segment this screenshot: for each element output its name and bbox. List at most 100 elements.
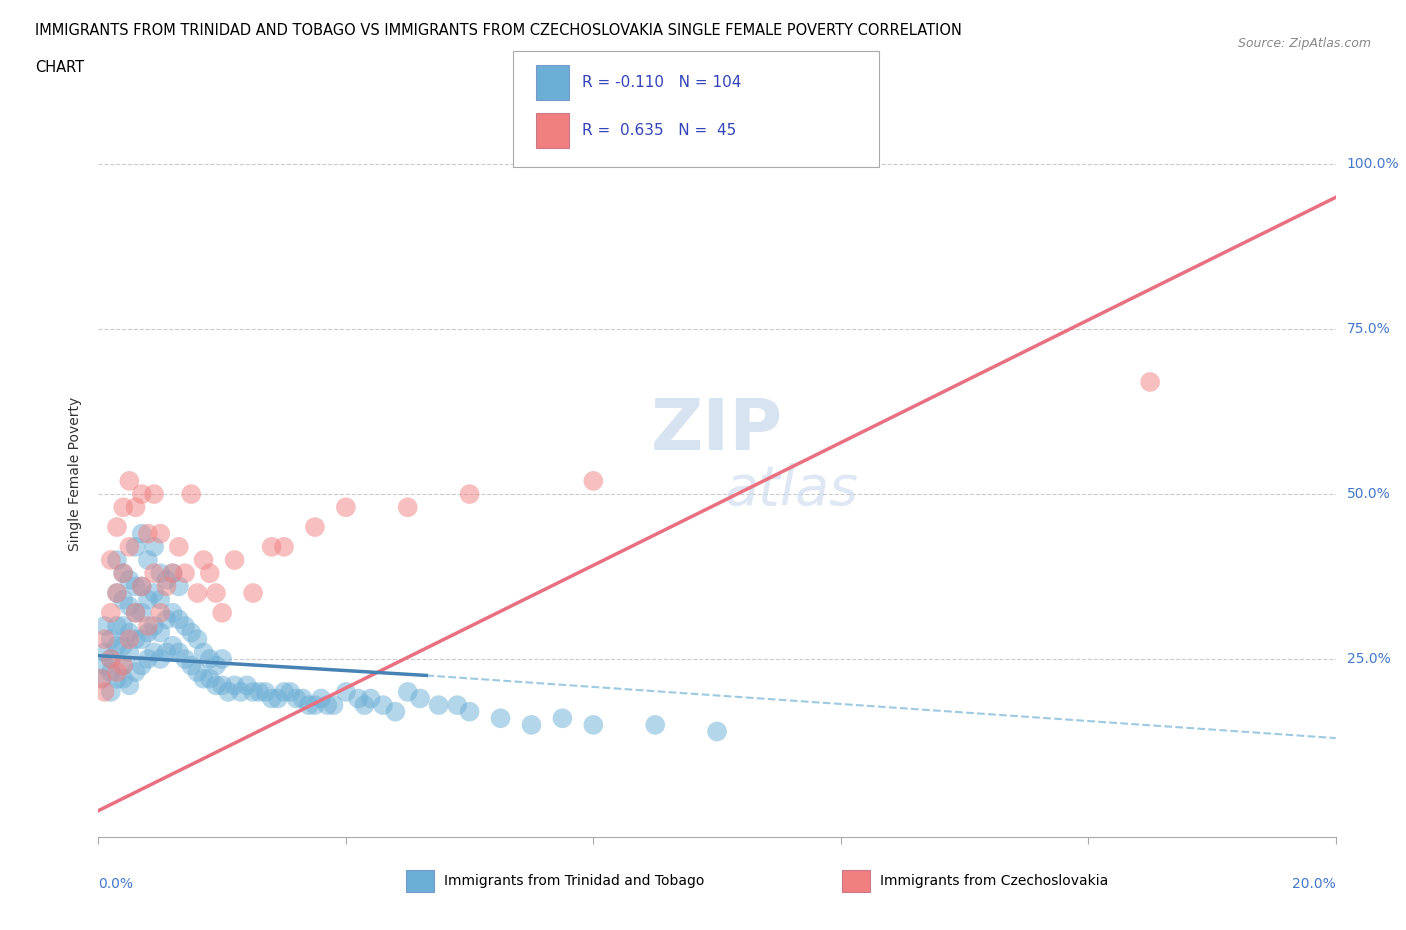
Point — [335, 684, 357, 699]
Point — [143, 565, 166, 580]
Point — [322, 698, 344, 712]
Point — [551, 711, 574, 725]
Point — [112, 658, 135, 673]
Text: 50.0%: 50.0% — [1347, 487, 1391, 501]
Point — [124, 499, 146, 514]
Point — [112, 658, 135, 673]
Point — [93, 618, 115, 633]
Point — [520, 717, 543, 732]
Point — [205, 678, 228, 693]
Point — [100, 552, 122, 567]
Point — [198, 671, 221, 686]
Point — [131, 526, 153, 541]
Point — [131, 605, 153, 620]
Point — [149, 592, 172, 607]
Point — [124, 665, 146, 680]
Point — [309, 691, 332, 706]
Point — [124, 605, 146, 620]
Point — [644, 717, 666, 732]
Point — [211, 605, 233, 620]
Point — [167, 539, 190, 554]
Point — [149, 652, 172, 667]
Point — [174, 565, 197, 580]
Point — [254, 684, 277, 699]
Point — [489, 711, 512, 725]
Y-axis label: Single Female Poverty: Single Female Poverty — [69, 397, 83, 551]
Point — [396, 684, 419, 699]
Text: 25.0%: 25.0% — [1347, 652, 1391, 666]
Point — [316, 698, 339, 712]
Point — [136, 618, 159, 633]
Point — [224, 678, 246, 693]
Point — [347, 691, 370, 706]
Point — [149, 526, 172, 541]
Text: atlas: atlas — [724, 462, 858, 515]
Point — [174, 652, 197, 667]
Point — [131, 631, 153, 646]
Point — [105, 586, 128, 601]
Point — [143, 586, 166, 601]
Point — [112, 592, 135, 607]
Point — [118, 599, 141, 614]
Point — [198, 565, 221, 580]
Point — [162, 565, 184, 580]
Point — [118, 539, 141, 554]
Point — [100, 665, 122, 680]
Point — [186, 631, 208, 646]
Point — [112, 565, 135, 580]
Point — [273, 539, 295, 554]
Text: IMMIGRANTS FROM TRINIDAD AND TOBAGO VS IMMIGRANTS FROM CZECHOSLOVAKIA SINGLE FEM: IMMIGRANTS FROM TRINIDAD AND TOBAGO VS I… — [35, 23, 962, 38]
Point — [105, 552, 128, 567]
Point — [155, 644, 177, 659]
Point — [136, 625, 159, 640]
Point — [100, 631, 122, 646]
Point — [93, 631, 115, 646]
Point — [291, 691, 314, 706]
Point — [180, 658, 202, 673]
Point — [193, 552, 215, 567]
Point — [136, 552, 159, 567]
Point — [124, 631, 146, 646]
Point — [155, 572, 177, 587]
Point — [198, 652, 221, 667]
Point — [335, 499, 357, 514]
Point — [242, 684, 264, 699]
Point — [162, 605, 184, 620]
Point — [193, 671, 215, 686]
Point — [180, 486, 202, 501]
Text: R =  0.635   N =  45: R = 0.635 N = 45 — [582, 123, 737, 138]
Point — [143, 618, 166, 633]
Text: 75.0%: 75.0% — [1347, 322, 1391, 337]
Point — [211, 652, 233, 667]
Point — [131, 579, 153, 594]
Point — [167, 579, 190, 594]
Point — [100, 652, 122, 667]
Text: ZIP: ZIP — [651, 396, 783, 465]
Text: CHART: CHART — [35, 60, 84, 75]
Point — [136, 526, 159, 541]
Point — [105, 520, 128, 535]
Point — [267, 691, 290, 706]
Point — [396, 499, 419, 514]
Point — [100, 684, 122, 699]
Point — [90, 671, 112, 686]
Point — [149, 605, 172, 620]
Text: 20.0%: 20.0% — [1292, 877, 1336, 891]
Point — [186, 586, 208, 601]
Point — [124, 579, 146, 594]
Point — [90, 671, 112, 686]
Point — [706, 724, 728, 739]
Point — [118, 473, 141, 488]
Point — [205, 658, 228, 673]
Point — [180, 625, 202, 640]
Point — [224, 552, 246, 567]
Point — [131, 658, 153, 673]
Point — [112, 499, 135, 514]
Point — [105, 665, 128, 680]
Point — [409, 691, 432, 706]
Point — [149, 625, 172, 640]
Point — [167, 612, 190, 627]
Point — [1139, 375, 1161, 390]
Point — [242, 586, 264, 601]
Point — [582, 473, 605, 488]
